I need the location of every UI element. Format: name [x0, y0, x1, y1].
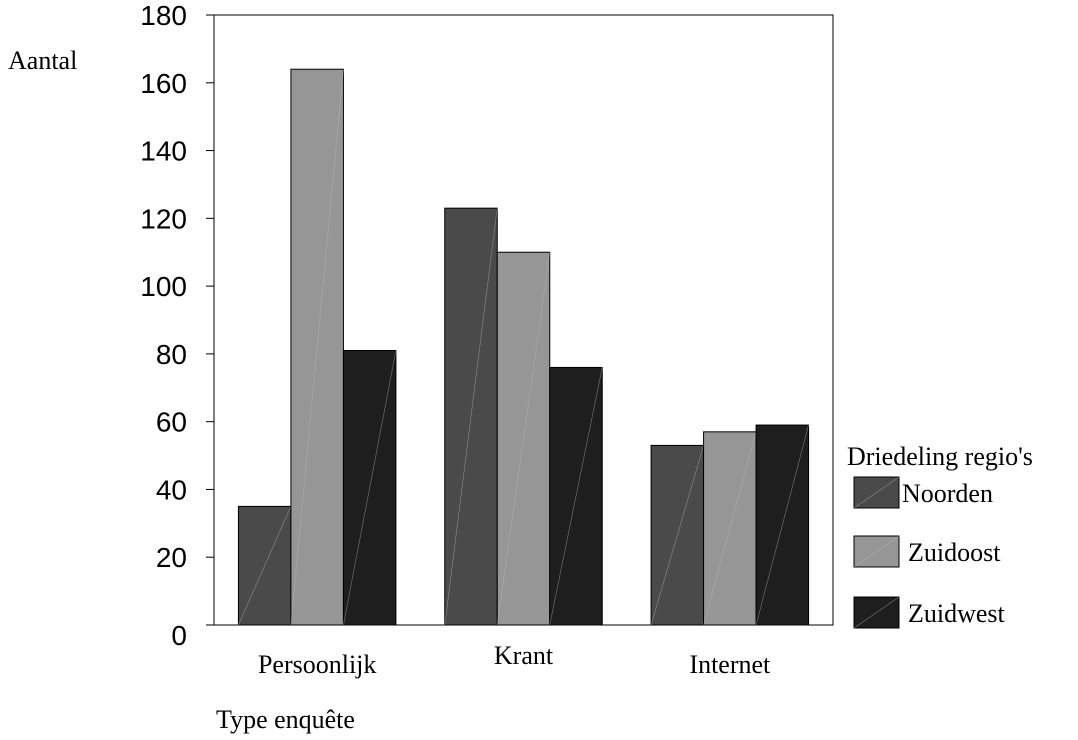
legend-label-zuidoost: Zuidoost: [908, 538, 1001, 567]
legend-hatch-line: [853, 476, 900, 509]
y-tick-label: 0: [171, 620, 187, 651]
legend-hatch-line: [853, 535, 900, 568]
bar-hatch-line: [444, 208, 498, 626]
legend-title: Driedeling regio's: [847, 442, 1033, 471]
axes: 0 20 40 60 80 100 120 140 160 180: [140, 0, 834, 651]
legend-label-zuidwest: Zuidwest: [908, 599, 1006, 628]
x-tick-label: Persoonlijk: [258, 650, 376, 679]
x-tick-label: Internet: [689, 650, 771, 679]
y-tick-label: 120: [140, 203, 187, 234]
legend-label-noorden: Noorden: [902, 479, 993, 508]
bar-hatch-line: [290, 69, 344, 626]
bar-hatch-line: [549, 367, 603, 626]
bar-hatch-line: [755, 424, 809, 626]
bar-hatch-line: [703, 431, 757, 626]
y-axis-label: Aantal: [8, 46, 77, 75]
legend: Noorden Zuidoost Zuidwest: [853, 476, 1006, 629]
y-tick-label: 60: [156, 407, 187, 438]
x-tick-label: Krant: [494, 641, 554, 670]
legend-hatch-line: [853, 596, 900, 629]
y-tick-label: 160: [140, 68, 187, 99]
x-axis-label: Type enquête: [216, 705, 355, 734]
y-tick-label: 100: [140, 271, 187, 302]
y-tick-label: 180: [140, 0, 187, 31]
y-tick-label: 80: [156, 339, 187, 370]
bar-hatch-line: [343, 350, 397, 626]
bar-hatch-line: [650, 445, 704, 626]
y-tick-label: 40: [156, 474, 187, 505]
y-tick-label: 140: [140, 136, 187, 167]
bars: Persoonlijk Krant Internet: [237, 68, 810, 679]
bar-hatch-line: [238, 506, 292, 626]
bar-hatch-line: [496, 252, 551, 626]
y-tick-label: 20: [156, 542, 187, 573]
